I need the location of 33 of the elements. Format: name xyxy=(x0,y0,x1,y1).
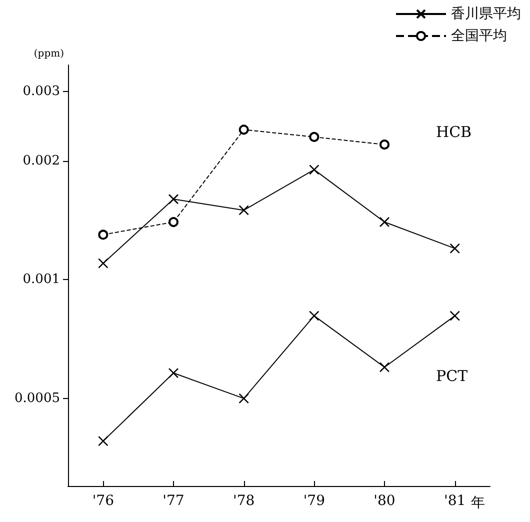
x-tick-label: '77 xyxy=(162,493,184,509)
point xyxy=(309,164,320,175)
x-tick-label: '80 xyxy=(374,493,396,509)
x-tick-label: '76 xyxy=(92,493,114,509)
x-tick-label: '78 xyxy=(232,493,255,509)
point xyxy=(238,205,249,216)
point xyxy=(98,436,108,446)
point xyxy=(168,217,178,228)
y-tick-label: 0.0005 xyxy=(14,390,60,406)
point xyxy=(98,230,108,240)
x-tick-label: '81 xyxy=(444,493,466,509)
legend-label: 全国平均 xyxy=(451,28,507,44)
point xyxy=(168,194,179,204)
point xyxy=(309,132,320,142)
x-axis-title: 年 xyxy=(470,495,485,511)
x-tick-label: '79 xyxy=(303,493,326,509)
y-tick-label: 0.003 xyxy=(22,84,60,99)
point xyxy=(98,258,108,268)
y-axis-title: (ppm) xyxy=(34,48,64,60)
annotation: HCB xyxy=(436,123,472,141)
point xyxy=(450,243,460,254)
point xyxy=(379,362,390,372)
point xyxy=(380,140,390,150)
point xyxy=(450,310,460,321)
point xyxy=(379,216,390,228)
y-tick-label: 0.001 xyxy=(22,272,60,288)
point xyxy=(238,124,249,135)
point xyxy=(168,368,179,378)
y-tick-label: 0.002 xyxy=(22,153,60,168)
point xyxy=(238,393,249,404)
annotation: PCT xyxy=(436,367,468,385)
point xyxy=(309,310,320,321)
legend-label: 香川県平均 xyxy=(451,6,521,22)
